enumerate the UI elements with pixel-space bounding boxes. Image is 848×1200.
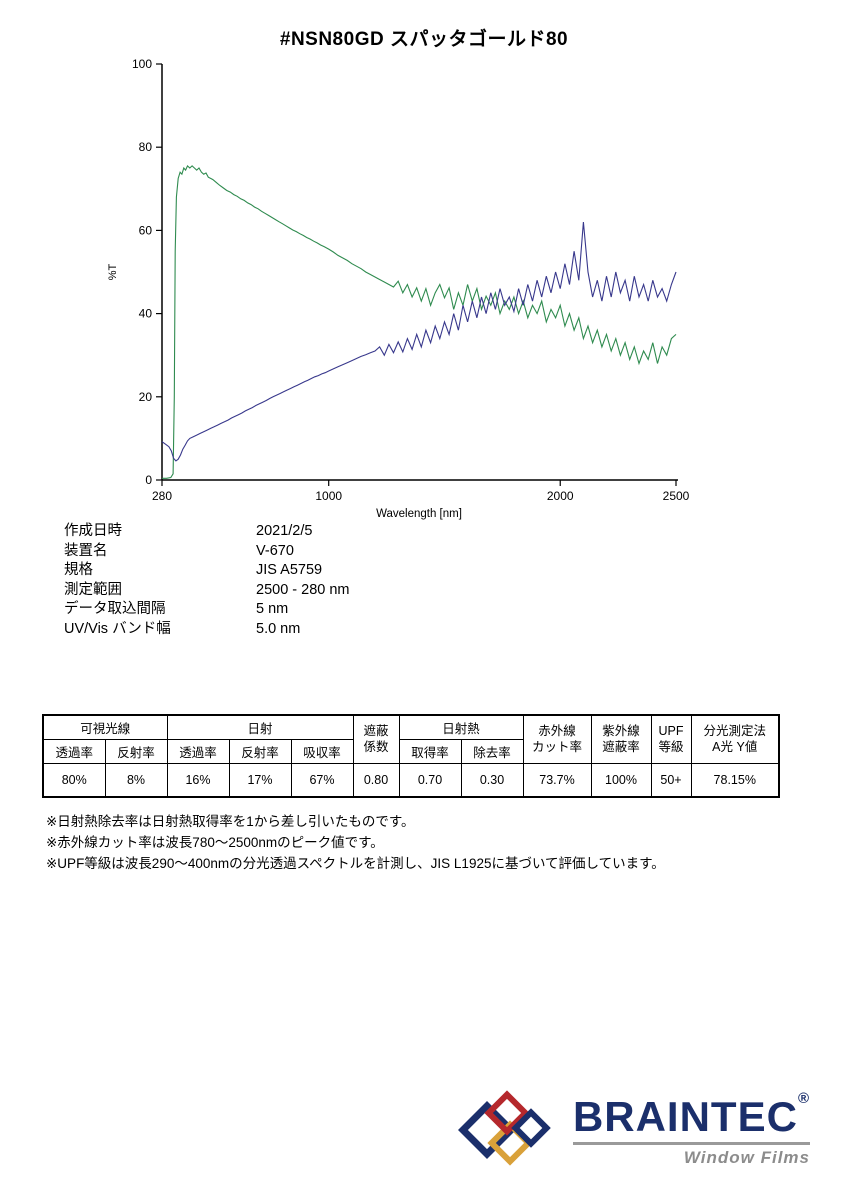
logo-text: BRAINTEC® Window Films [572,1091,810,1168]
table-value-row: 80% 8% 16% 17% 67% 0.80 0.70 0.30 73.7% … [42,763,780,798]
header-line: 遮蔽 [363,723,389,738]
header-line: 赤外線 [538,723,576,738]
registered-mark: ® [797,1089,810,1107]
value-cell: 17% [228,763,292,798]
brand-subtitle: Window Films [683,1147,810,1167]
header-line: 等級 [658,739,684,754]
svg-text:100: 100 [132,57,152,71]
optical-properties-table: 可視光線 日射 遮蔽 係数 日射熱 赤外線 カット率 紫外線 遮蔽率 UPF 等級 分光… [42,714,780,798]
meta-label: 測定範囲 [64,581,122,598]
braintec-logo-mark [457,1090,551,1166]
meta-label: データ取込間隔 [64,601,166,617]
sub-header: 反射率 [228,739,292,764]
value-cell: 100% [590,763,652,798]
chart-canvas: 0 20 40 60 80 100 280 1000 2000 2500 Wavelength [n… [107,57,690,520]
svg-text:Wavelength [nm]: Wavelength [nm] [376,508,462,520]
braintec-logo: BRAINTEC® Window Films [457,1086,810,1172]
meta-row: UV/Vis バンド幅 5.0 nm [64,620,350,640]
meta-label: 作成日時 [64,523,122,539]
sub-header: 吸収率 [290,739,354,764]
meta-label: 規格 [64,562,93,578]
diamond-navy-large [457,1101,516,1159]
value-cell: 73.7% [522,763,592,798]
meta-label: 装置名 [64,542,108,559]
meta-value: 2021/2/5 [256,523,313,539]
page-title: #NSN80GD スパッタゴールド80 [279,29,569,50]
measurement-metadata: 作成日時 2021/2/5 装置名 V-670 規格 JIS A5759 測定範囲 25… [64,522,350,639]
value-cell: 0.30 [460,763,524,798]
meta-row: 装置名 V-670 [64,542,350,562]
sub-header: 取得率 [398,739,462,764]
header-line: 分光測定法 [703,723,766,738]
footnote: ※日射熱除去率は日射熱取得率を1から差し引いたものです。 [46,814,415,829]
meta-label: UV/Vis バンド幅 [64,620,171,637]
header-solar: 日射 [166,714,354,740]
value-cell: 0.80 [352,763,400,798]
svg-text:0: 0 [145,473,152,487]
header-line: 遮蔽率 [602,739,640,754]
svg-text:80: 80 [139,140,153,154]
header-solar-heat: 日射熱 [398,714,524,740]
svg-text:40: 40 [139,307,153,321]
value-cell: 67% [290,763,354,798]
header-spectro: 分光測定法 A光 Y値 [690,714,780,764]
header-line: 紫外線 [602,723,640,738]
meta-row: 作成日時 2021/2/5 [64,522,350,542]
footnote: ※UPF等級は波長290〜400nmの分光透過スペクトルを計測し、JIS L19… [46,855,665,871]
sub-header: 除去率 [460,739,524,764]
brand-name: BRAINTEC [572,1092,798,1140]
table-group-header-row: 可視光線 日射 遮蔽 係数 日射熱 赤外線 カット率 紫外線 遮蔽率 UPF 等級 分光… [42,714,780,764]
svg-text:2000: 2000 [547,489,574,503]
footnotes: ※日射熱除去率は日射熱取得率を1から差し引いたものです。 ※赤外線カット率は波長… [46,812,665,875]
value-cell: 8% [104,763,168,798]
brand-row: BRAINTEC® [573,1091,810,1138]
diamond-navy-small [511,1108,551,1148]
svg-text:20: 20 [139,390,153,404]
sub-header: 透過率 [166,739,230,764]
header-upf: UPF 等級 [650,714,692,764]
header-ir-cut: 赤外線 カット率 [522,714,592,764]
meta-row: 規格 JIS A5759 [64,561,350,581]
meta-value: 5 nm [256,601,289,617]
header-visible-light: 可視光線 [42,714,168,740]
spectral-chart: 0 20 40 60 80 100 280 1000 2000 2500 Wavelength [n… [100,48,724,531]
value-cell: 0.70 [398,763,462,798]
header-line: UPF [658,723,684,738]
header-shading-coefficient: 遮蔽 係数 [352,714,400,764]
value-cell: 78.15% [690,763,780,798]
header-line: A光 Y値 [712,739,758,754]
brand-rule [572,1141,810,1145]
meta-value: 2500 - 280 nm [256,581,350,598]
table-sub-header-row: 透過率 反射率 透過率 反射率 吸収率 取得率 除去率 [42,739,779,764]
meta-value: V-670 [256,542,294,559]
value-cell: 50+ [650,763,692,798]
meta-value: 5.0 nm [256,620,301,637]
header-uv-block: 紫外線 遮蔽率 [590,714,652,764]
svg-text:280: 280 [152,489,172,503]
svg-text:60: 60 [139,223,153,237]
value-cell: 80% [42,763,106,798]
svg-text:2500: 2500 [663,489,690,503]
meta-row: 測定範囲 2500 - 280 nm [64,581,350,601]
header-line: 係数 [363,739,389,754]
svg-text:1000: 1000 [315,489,342,503]
sub-header: 透過率 [42,739,106,764]
meta-row: データ取込間隔 5 nm [64,600,350,620]
header-line: カット率 [531,739,582,754]
meta-value: JIS A5759 [256,562,323,578]
value-cell: 16% [166,763,230,798]
diamond-red [484,1090,530,1136]
sub-header: 反射率 [104,739,168,764]
footnote: ※赤外線カット率は波長780〜2500nmのピーク値です。 [46,834,384,850]
svg-text:%T: %T [107,263,119,280]
